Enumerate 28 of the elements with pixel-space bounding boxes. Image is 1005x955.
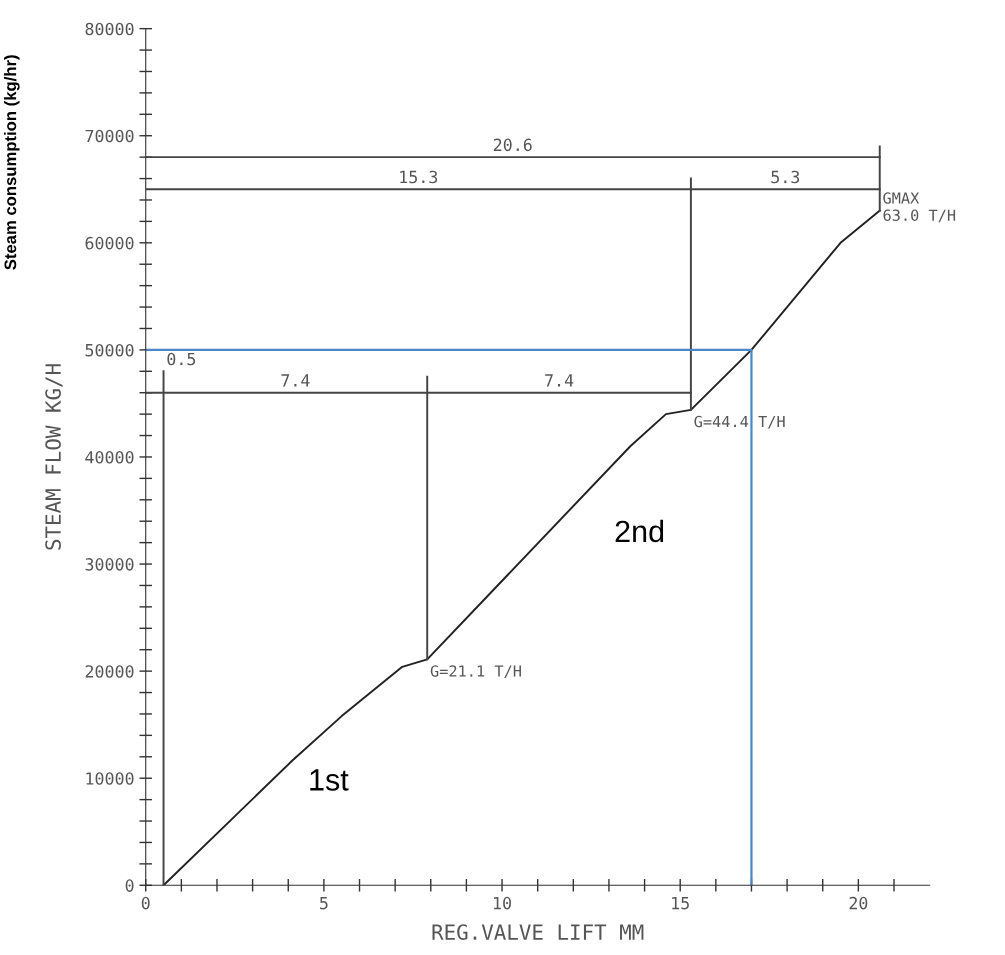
annotation: 2nd <box>615 519 664 543</box>
annotation: GMAX 63.0 T/H <box>883 192 956 223</box>
x-tick-label: 10 <box>494 896 511 910</box>
annotation: 1st <box>310 769 349 791</box>
annotation: 0.5 <box>167 352 196 366</box>
y-tick-label: 70000 <box>85 129 134 143</box>
x-tick-label: 15 <box>672 897 689 910</box>
annotation: 7.4 <box>281 374 310 387</box>
y-tick-label: 30000 <box>85 558 134 571</box>
y-tick-label: 10000 <box>86 772 134 785</box>
y-tick-label: 0 <box>125 879 134 892</box>
annotation: 20.6 <box>493 138 532 152</box>
y-tick-label: 40000 <box>85 450 134 464</box>
y-axis-title: STEAM FLOW KG/H <box>45 364 63 550</box>
x-tick-label: 5 <box>320 897 328 910</box>
x-tick-label: 0 <box>141 896 150 910</box>
y-tick-label: 80000 <box>85 22 134 36</box>
x-axis-title: REG.VALVE LIFT MM <box>432 924 644 940</box>
annotation: 7.4 <box>545 374 574 387</box>
annotation: G=44.4 T/H <box>694 415 785 429</box>
text: Steam consumption (kg/hr) <box>4 55 20 270</box>
annotation: 5.3 <box>771 170 800 184</box>
x-tick-label: 20 <box>849 896 868 910</box>
y-tick-label: 20000 <box>85 665 134 678</box>
y-tick-label: 60000 <box>85 236 134 250</box>
annotation: G=21.1 T/H <box>430 665 521 679</box>
y-tick-label: 50000 <box>85 343 134 357</box>
annotation: 15.3 <box>400 170 438 184</box>
